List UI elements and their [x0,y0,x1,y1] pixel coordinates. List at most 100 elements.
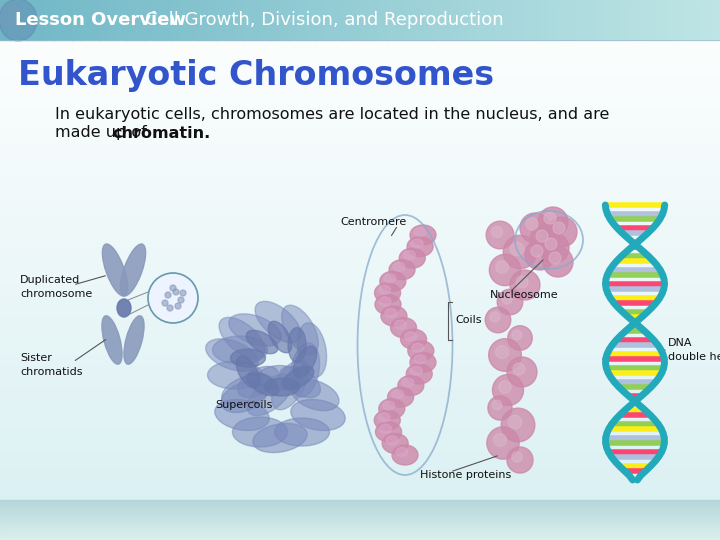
Ellipse shape [288,327,306,362]
Ellipse shape [221,381,267,413]
Bar [0,475,720,482]
Bar [72,0,82,40]
Bar [0,507,720,509]
Bar [0,531,720,533]
Circle shape [526,218,538,230]
Circle shape [508,415,522,429]
Ellipse shape [206,339,258,371]
Bar [666,0,676,40]
Ellipse shape [274,418,330,446]
Ellipse shape [414,355,426,364]
Bar [0,346,720,352]
Bar [0,517,720,519]
Bar [0,510,720,512]
Bar [0,437,720,444]
Bar [0,432,720,438]
Bar [0,511,720,512]
Ellipse shape [291,400,345,430]
Bar [45,0,55,40]
Ellipse shape [271,360,308,410]
Bar [0,373,720,379]
Ellipse shape [117,299,131,317]
Bar [54,0,64,40]
Bar [0,221,720,228]
Ellipse shape [264,378,300,396]
Bar [0,297,720,303]
Ellipse shape [297,323,327,377]
Bar [324,0,334,40]
Bar [0,515,720,517]
Circle shape [175,303,181,309]
Bar [0,521,720,523]
Ellipse shape [387,387,413,407]
Bar [0,356,720,363]
Bar [0,270,720,276]
Ellipse shape [282,305,318,355]
Bar [0,516,720,518]
Bar [0,500,720,502]
Bar [0,519,720,521]
Bar [0,524,720,530]
Bar [0,525,720,527]
Bar [0,54,720,60]
Ellipse shape [412,343,424,352]
Bar [648,0,658,40]
Bar [459,0,469,40]
Bar [0,536,720,538]
Bar [0,281,720,287]
Bar [0,529,720,536]
Bar [0,518,720,525]
Bar [423,0,433,40]
Bar [0,0,720,6]
Bar [81,0,91,40]
Bar [432,0,442,40]
Ellipse shape [399,248,426,268]
Bar [549,0,559,40]
Bar [261,0,271,40]
Bar [0,65,720,71]
Bar [603,0,613,40]
Ellipse shape [222,374,274,406]
Circle shape [148,273,198,323]
Ellipse shape [290,343,320,397]
Bar [0,405,720,411]
Ellipse shape [293,346,317,378]
Bar [225,0,235,40]
Ellipse shape [384,274,396,283]
Bar [0,173,720,179]
Bar [405,0,415,40]
Circle shape [486,221,514,249]
Bar [0,389,720,395]
Bar [0,189,720,195]
Bar [0,135,720,141]
Bar [0,227,720,233]
Bar [0,22,720,28]
Bar [0,248,720,255]
Bar [0,535,720,537]
Bar [162,0,172,40]
Bar [657,0,667,40]
Bar [0,503,720,504]
Ellipse shape [410,367,422,375]
Bar [333,0,343,40]
Ellipse shape [102,316,122,364]
Ellipse shape [405,332,417,341]
Bar [0,0,10,40]
Bar [0,481,720,487]
Bar [0,514,720,516]
Bar [0,254,720,260]
Bar [0,259,720,266]
Bar [0,448,720,455]
Text: Coils: Coils [455,315,482,325]
Bar [144,0,154,40]
Bar [0,539,720,540]
Text: made up of: made up of [55,125,152,140]
Ellipse shape [375,294,401,314]
Bar [0,522,720,524]
Bar [0,302,720,309]
Circle shape [503,235,536,269]
Bar [0,211,720,217]
Bar [0,538,720,540]
Bar [0,513,720,515]
Circle shape [499,381,511,393]
